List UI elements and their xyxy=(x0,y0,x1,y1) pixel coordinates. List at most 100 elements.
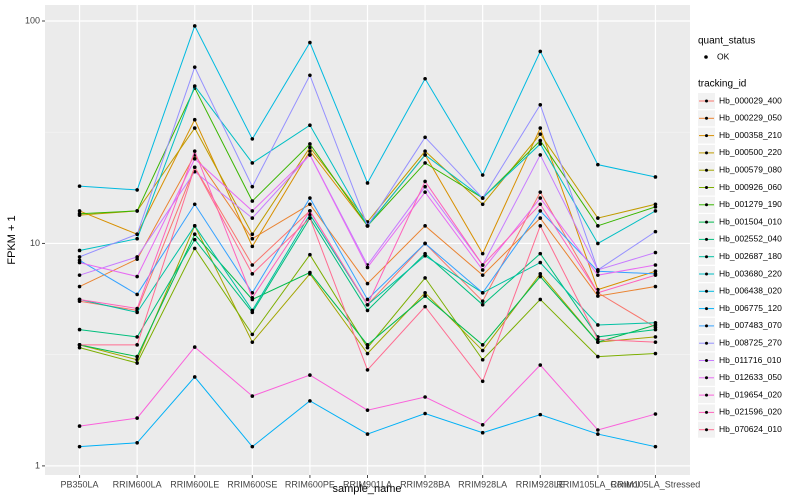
point xyxy=(250,308,255,313)
legend-key-point xyxy=(705,134,708,138)
legend-key-point xyxy=(705,255,708,259)
point xyxy=(77,184,82,188)
point xyxy=(192,149,197,153)
legend-key-point xyxy=(705,428,708,432)
y-tick-label: 100 xyxy=(25,15,40,25)
point xyxy=(423,179,427,184)
legend-label: Hb_000579_080 xyxy=(719,164,782,174)
point xyxy=(77,297,82,302)
point xyxy=(250,137,255,141)
point xyxy=(250,216,255,220)
point xyxy=(538,142,543,146)
point xyxy=(653,263,658,267)
point xyxy=(192,237,197,242)
legend-key-point xyxy=(705,341,708,345)
point xyxy=(596,290,600,295)
point xyxy=(192,165,197,170)
point xyxy=(308,373,312,377)
point xyxy=(135,354,139,359)
point xyxy=(250,161,255,165)
legend-label: Hb_000358_210 xyxy=(719,130,782,140)
point xyxy=(538,363,543,367)
legend-key-point xyxy=(705,289,708,293)
x-tick-label: RRIM928LE xyxy=(516,479,565,489)
point xyxy=(135,292,139,297)
point xyxy=(135,416,139,420)
legend-key-point xyxy=(705,376,708,380)
point xyxy=(423,253,427,258)
x-tick-label: PB350LA xyxy=(61,479,99,489)
point xyxy=(308,252,312,257)
point xyxy=(480,348,485,353)
point xyxy=(480,290,485,295)
point xyxy=(480,357,485,362)
legend-label: Hb_000029_400 xyxy=(719,95,782,105)
legend-key-point xyxy=(705,307,708,311)
point xyxy=(423,153,427,157)
x-tick-label: RRIM928BA xyxy=(400,479,450,489)
point xyxy=(480,173,485,177)
legend-key xyxy=(704,55,708,59)
point xyxy=(135,306,139,311)
legend-key-point xyxy=(705,116,708,120)
point xyxy=(538,202,543,207)
point xyxy=(538,216,543,220)
y-tick-label: 1 xyxy=(35,460,40,470)
point xyxy=(653,250,658,255)
point xyxy=(250,184,255,189)
point xyxy=(653,175,658,179)
legend-label: Hb_002552_040 xyxy=(719,234,782,244)
point xyxy=(192,224,197,228)
x-tick-label: RRIM105LA_Control xyxy=(556,479,639,489)
point xyxy=(538,260,543,265)
point xyxy=(480,196,485,200)
point xyxy=(135,310,139,315)
point xyxy=(365,432,370,436)
point xyxy=(135,255,139,259)
point xyxy=(192,375,197,379)
point xyxy=(77,255,82,259)
legend-key-point xyxy=(705,151,708,155)
point xyxy=(135,361,139,365)
point xyxy=(135,335,139,339)
legend-label: Hb_021596_020 xyxy=(719,407,782,417)
point xyxy=(135,440,139,445)
point xyxy=(77,345,82,350)
legend-label: Hb_008725_270 xyxy=(719,337,782,347)
point xyxy=(423,241,427,246)
point xyxy=(192,84,197,88)
point xyxy=(538,190,543,194)
point xyxy=(135,343,139,347)
legend-label: Hb_019654_020 xyxy=(719,389,782,399)
x-tick-label: RRIM600PE xyxy=(285,479,335,489)
point xyxy=(596,241,600,246)
point xyxy=(250,444,255,449)
point xyxy=(308,142,312,146)
point xyxy=(596,162,600,167)
point xyxy=(423,135,427,140)
point xyxy=(538,49,543,54)
point xyxy=(480,268,485,272)
legend-key-point xyxy=(705,203,708,207)
point xyxy=(653,273,658,277)
point xyxy=(250,295,255,300)
point xyxy=(250,232,255,237)
point xyxy=(135,236,139,241)
point xyxy=(423,224,427,228)
point xyxy=(423,190,427,194)
point xyxy=(250,272,255,276)
legend-key-point xyxy=(705,324,708,328)
point xyxy=(653,327,658,332)
point xyxy=(308,212,312,217)
legend-label: Hb_011716_010 xyxy=(719,355,782,365)
point xyxy=(596,337,600,342)
point xyxy=(77,424,82,428)
point xyxy=(596,340,600,344)
point xyxy=(423,184,427,189)
legend-key-point xyxy=(705,99,708,103)
point xyxy=(538,196,543,200)
point xyxy=(538,274,543,279)
legend-label: Hb_006775_120 xyxy=(719,303,782,313)
